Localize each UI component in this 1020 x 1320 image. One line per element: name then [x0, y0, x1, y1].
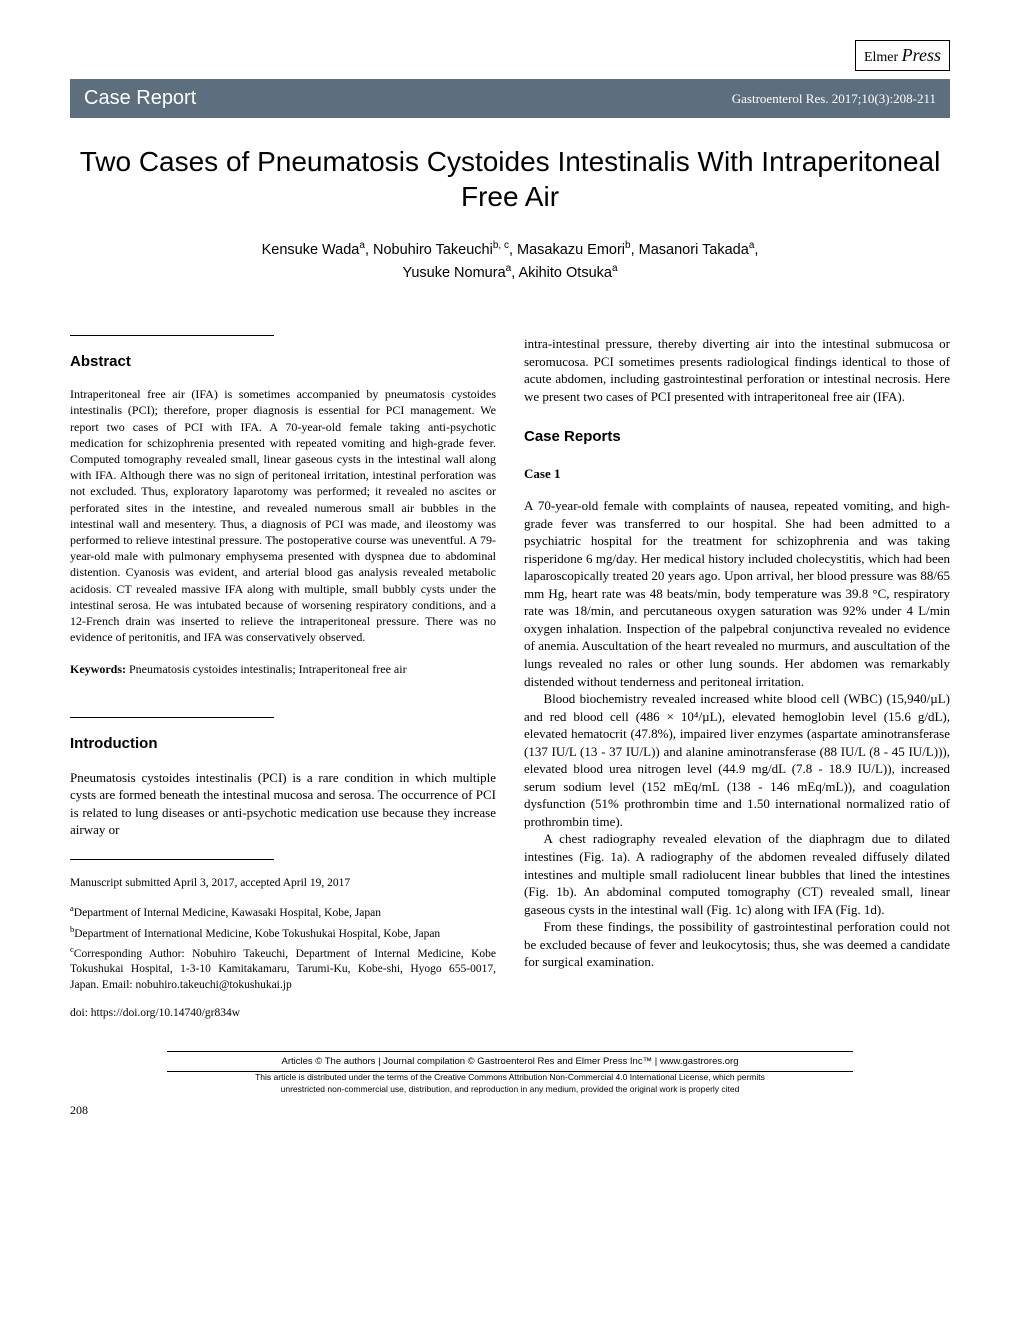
- right-column: intra-intestinal pressure, thereby diver…: [524, 335, 950, 1023]
- article-category: Case Report: [84, 85, 196, 112]
- case-reports-heading: Case Reports: [524, 427, 950, 447]
- citation: Gastroenterol Res. 2017;10(3):208-211: [732, 90, 936, 108]
- case1-paragraph-3: A chest radiography revealed elevation o…: [524, 830, 950, 918]
- affiliation-b: bDepartment of International Medicine, K…: [70, 924, 496, 942]
- article-title: Two Cases of Pneumatosis Cystoides Intes…: [70, 144, 950, 214]
- author-1: Kensuke Wada: [262, 242, 360, 258]
- publisher-logo: Elmer Press: [855, 40, 950, 71]
- introduction-body: Pneumatosis cystoides intestinalis (PCI)…: [70, 769, 496, 839]
- keywords-text: Pneumatosis cystoides intestinalis; Intr…: [126, 662, 407, 676]
- keywords-label: Keywords:: [70, 662, 126, 676]
- case1-paragraph-2: Blood biochemistry revealed increased wh…: [524, 690, 950, 830]
- abstract-body: Intraperitoneal free air (IFA) is someti…: [70, 386, 496, 645]
- left-column: Abstract Intraperitoneal free air (IFA) …: [70, 335, 496, 1023]
- author-sup: b, c: [493, 240, 509, 251]
- page-number: 208: [70, 1102, 88, 1118]
- case1-paragraph-1: A 70-year-old female with complaints of …: [524, 497, 950, 690]
- header-bar: Case Report Gastroenterol Res. 2017;10(3…: [70, 79, 950, 118]
- introduction-heading: Introduction: [70, 734, 496, 754]
- footnotes: Manuscript submitted April 3, 2017, acce…: [70, 876, 496, 1021]
- two-column-layout: Abstract Intraperitoneal free air (IFA) …: [70, 335, 950, 1023]
- footer-line-3: unrestricted non-commercial use, distrib…: [167, 1084, 853, 1096]
- abstract-heading: Abstract: [70, 352, 496, 372]
- case1-paragraph-4: From these findings, the possibility of …: [524, 918, 950, 971]
- logo-brand: Elmer: [864, 50, 898, 65]
- footer-line-1: Articles © The authors | Journal compila…: [167, 1051, 853, 1072]
- divider: [70, 335, 274, 336]
- affiliation-a: aDepartment of Internal Medicine, Kawasa…: [70, 903, 496, 921]
- intro-paragraph: Pneumatosis cystoides intestinalis (PCI)…: [70, 769, 496, 839]
- author-sup: a: [612, 263, 618, 274]
- affiliation-c: cCorresponding Author: Nobuhiro Takeuchi…: [70, 944, 496, 993]
- divider: [70, 717, 274, 718]
- manuscript-dates: Manuscript submitted April 3, 2017, acce…: [70, 876, 496, 892]
- doi: doi: https://doi.org/10.14740/gr834w: [70, 1006, 496, 1022]
- case-1-heading: Case 1: [524, 465, 950, 483]
- keywords-line: Keywords: Pneumatosis cystoides intestin…: [70, 661, 496, 677]
- logo-suffix: Press: [902, 45, 941, 65]
- publisher-logo-row: Elmer Press: [70, 40, 950, 71]
- footer-line-2: This article is distributed under the te…: [167, 1072, 853, 1084]
- lead-continuation: intra-intestinal pressure, thereby diver…: [524, 335, 950, 405]
- divider: [70, 859, 274, 860]
- page-footer: Articles © The authors | Journal compila…: [70, 1051, 950, 1096]
- authors-block: Kensuke Wadaa, Nobuhiro Takeuchib, c, Ma…: [70, 238, 950, 285]
